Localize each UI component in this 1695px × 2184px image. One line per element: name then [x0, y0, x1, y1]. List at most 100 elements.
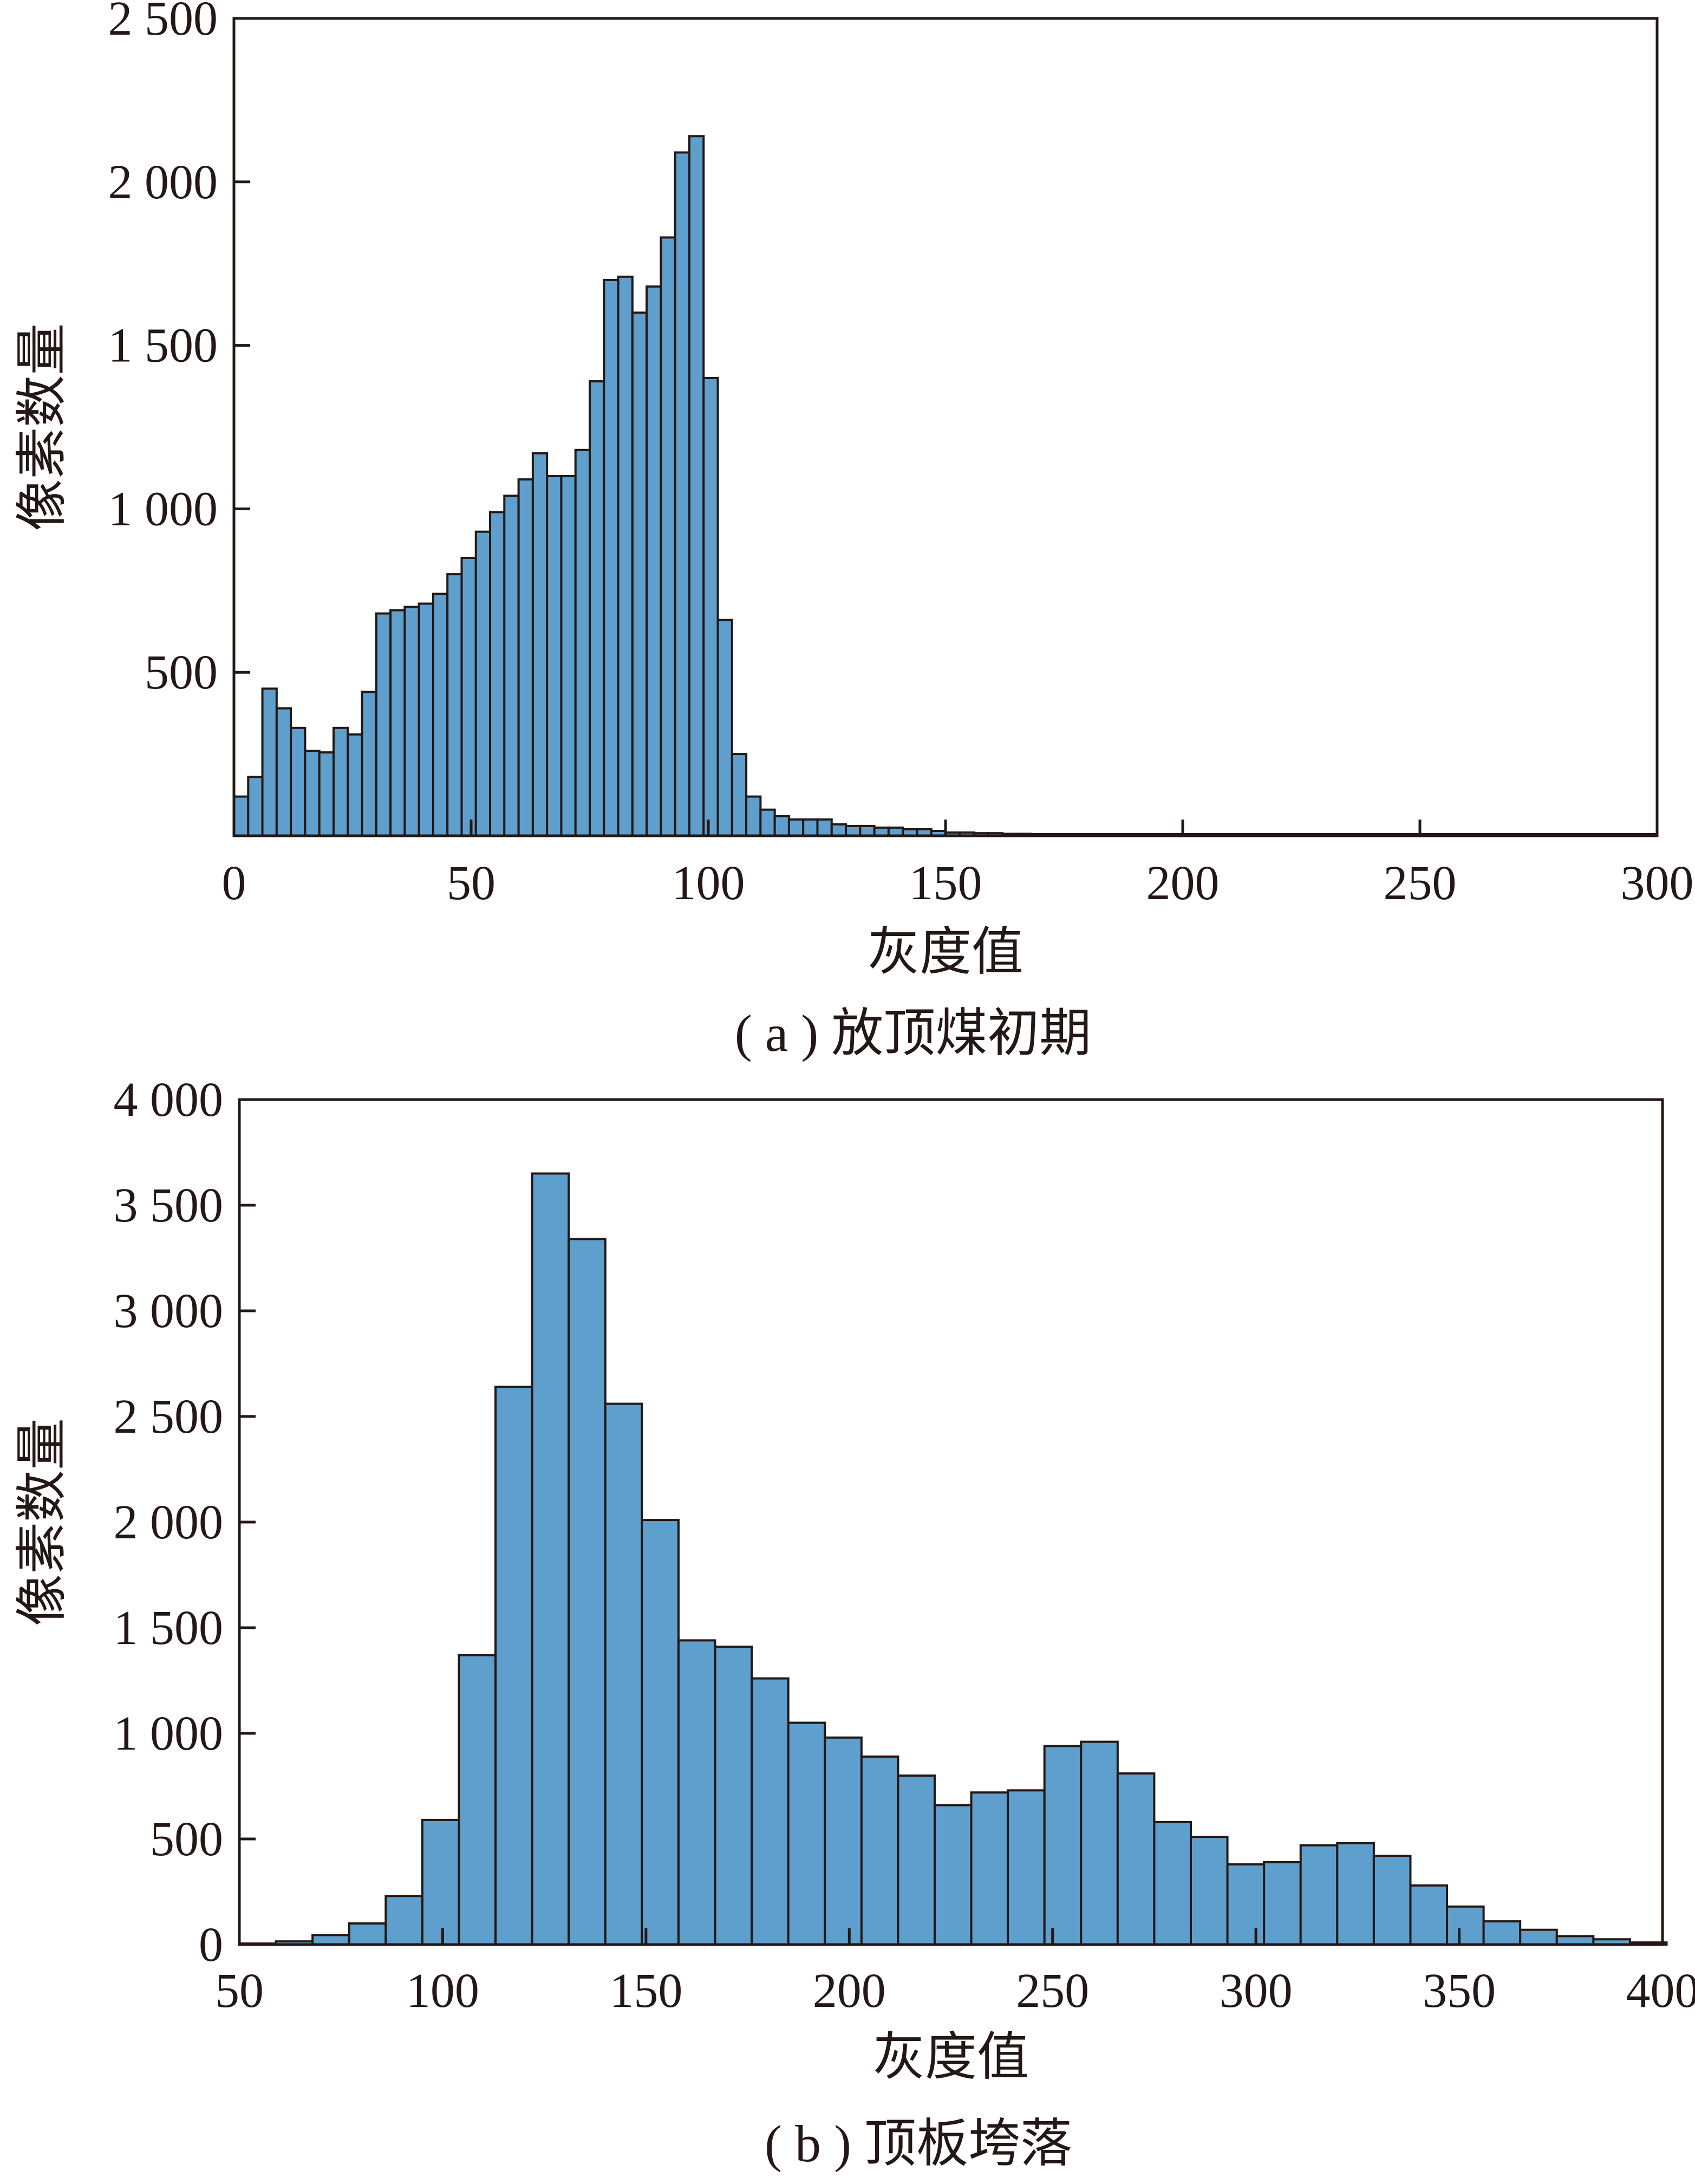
y-tick-label: 2 500: [114, 1390, 224, 1444]
bars: [238, 1172, 1668, 1946]
histogram-bar: [617, 275, 634, 837]
histogram-chart-a: 0 50 100 150 200 250 300 500 1 000 1 500 2 000 2 50…: [13, 0, 1694, 1062]
y-tick-label: 1 000: [114, 1707, 224, 1760]
histogram-bar: [773, 815, 790, 837]
histogram-bar: [1190, 1836, 1229, 1946]
histogram-bar: [348, 1922, 387, 1946]
x-tick-label: 350: [1423, 1964, 1496, 2018]
histogram-bar: [432, 593, 449, 837]
histogram-bar: [1299, 1844, 1339, 1946]
histogram-chart-b: 50 100 150 200 250 300 350 400 0 500 1 000 1 500 2 0…: [13, 1073, 1695, 2173]
histogram-bar: [860, 1755, 899, 1946]
x-tick-label: 300: [1621, 856, 1694, 910]
x-tick-label: 200: [813, 1964, 886, 2018]
x-tick-label: 200: [1146, 856, 1220, 910]
y-tick-label: 1 500: [108, 319, 218, 373]
histogram-bar: [1080, 1740, 1119, 1946]
histogram-bar: [361, 691, 377, 837]
histogram-bar: [1007, 1789, 1046, 1946]
x-tick-label: 50: [447, 856, 496, 910]
histogram-bar: [261, 687, 278, 837]
x-tick-label: 0: [222, 856, 246, 910]
histogram-bar: [970, 1791, 1009, 1946]
histogram-bar: [418, 602, 434, 837]
histogram-bar: [830, 823, 848, 837]
histogram-bar: [474, 530, 492, 837]
histogram-bar: [731, 753, 748, 837]
histogram-bar: [318, 751, 335, 837]
histogram-bar: [802, 818, 819, 837]
histogram-bar: [1409, 1884, 1449, 1946]
histogram-bar: [489, 511, 506, 837]
histogram-bar: [897, 1774, 936, 1946]
histogram-bar: [702, 376, 719, 837]
histogram-bar: [347, 733, 363, 837]
histogram-bar: [574, 448, 591, 837]
histogram-bar: [421, 1818, 460, 1946]
histogram-bar: [824, 1736, 863, 1946]
histogram-bar: [1226, 1863, 1266, 1946]
y-tick-label: 3 500: [114, 1179, 224, 1232]
x-tick-label: 400: [1626, 1964, 1695, 2018]
x-tick-label: 100: [406, 1964, 479, 2018]
histogram-bar: [745, 795, 762, 837]
y-tick-label: 500: [145, 646, 218, 699]
histogram-bar: [389, 609, 406, 837]
bars: [233, 135, 1658, 837]
histogram-bar: [845, 824, 862, 837]
histogram-bar: [460, 556, 477, 837]
y-tick-label: 2 000: [108, 155, 218, 209]
x-tick-label: 250: [1384, 856, 1457, 910]
histogram-bar: [375, 612, 392, 837]
histogram-bar: [560, 475, 577, 837]
histogram-bar: [787, 818, 805, 837]
histogram-bar: [933, 1804, 973, 1946]
histogram-bar: [517, 478, 534, 837]
x-axis-title: 灰度值: [873, 2028, 1029, 2086]
histogram-bar: [304, 750, 321, 837]
histogram-bar: [714, 1646, 753, 1946]
histogram-bar: [403, 606, 420, 837]
histogram-bar: [1263, 1861, 1302, 1946]
x-tick-label: 100: [672, 856, 745, 910]
histogram-bar: [674, 151, 690, 837]
histogram-bar: [446, 573, 463, 837]
y-tick-label: 3 000: [114, 1284, 224, 1338]
histogram-bar: [1153, 1821, 1192, 1946]
histogram-bar: [247, 776, 264, 837]
histogram-bar: [233, 795, 250, 837]
histogram-bar: [688, 135, 705, 837]
histogram-bar: [546, 475, 563, 837]
histogram-bar: [859, 824, 876, 837]
histogram-bar: [458, 1654, 497, 1946]
x-tick-label: 50: [215, 1964, 264, 2018]
histogram-bar: [1116, 1772, 1156, 1946]
histogram-bar: [646, 285, 662, 837]
x-axis-title: 灰度值: [868, 923, 1023, 981]
y-axis-title: 像素数量: [13, 323, 71, 531]
histogram-bar: [531, 452, 549, 837]
histogram-bar: [603, 278, 620, 837]
histogram-bar: [759, 808, 776, 837]
histogram-bar: [589, 380, 605, 837]
figure-caption: ( a ) 放顶煤初期: [735, 1004, 1092, 1062]
x-tick-label: 300: [1220, 1964, 1293, 2018]
histogram-bar: [332, 726, 349, 837]
histogram-bar: [290, 726, 307, 837]
x-tick-label: 250: [1016, 1964, 1089, 2018]
histogram-bar: [816, 818, 833, 837]
histogram-bar: [716, 619, 733, 837]
y-tick-label: 4 000: [114, 1073, 224, 1127]
histogram-bar: [568, 1238, 607, 1946]
histogram-bar: [1372, 1855, 1412, 1946]
histogram-bar: [641, 1519, 680, 1946]
histogram-bar: [503, 495, 520, 837]
y-tick-label: 1 500: [114, 1601, 224, 1655]
y-tick-label: 500: [150, 1812, 223, 1866]
histogram-bar: [494, 1386, 533, 1946]
histogram-bar: [311, 1934, 350, 1946]
x-tick-label: 150: [909, 856, 982, 910]
y-tick-label: 0: [199, 1918, 223, 1972]
y-tick-label: 2 000: [114, 1496, 224, 1549]
